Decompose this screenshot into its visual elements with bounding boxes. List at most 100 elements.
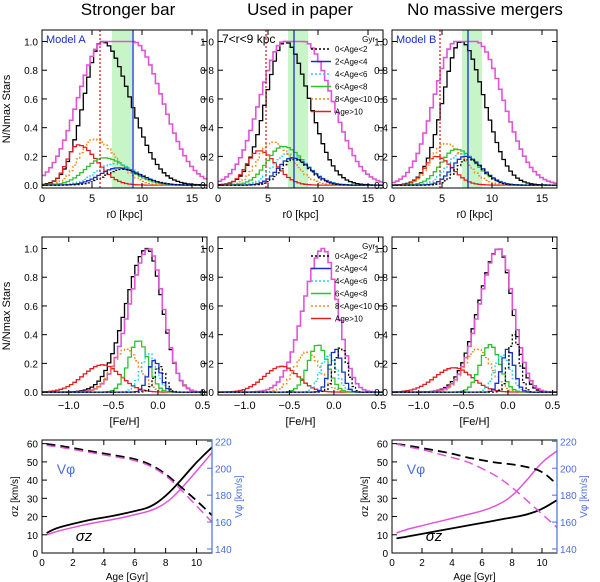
series-0-age-2 xyxy=(218,158,383,186)
x-axis-label: Age [Gyr] xyxy=(453,572,495,582)
panel-radius-model-b: 0 5 10 15 0.0 0.2 0.4 0.6 0.8 1.0 r0 [kpc] Model B xyxy=(374,29,558,221)
legend-entry-5: Age>10 xyxy=(335,315,363,324)
y-tick-label: 0 xyxy=(382,549,388,560)
y-tick-label: 0.8 xyxy=(24,66,38,77)
panel-label: 7<r<9 kpc xyxy=(222,32,275,46)
y-axis-label: N/Nmax Stars xyxy=(1,281,13,350)
y-tick-label: 0.6 xyxy=(374,302,388,313)
y-right-tick-label: 160 xyxy=(560,518,577,529)
plot-frame xyxy=(41,439,213,554)
x-tick-label: 15 xyxy=(536,193,548,205)
legend-entry-2: 4<Age<6 xyxy=(335,70,368,79)
series-comparison-model xyxy=(218,40,383,183)
x-tick-label: 10 xyxy=(486,193,498,205)
x-tick-label: 4 xyxy=(101,558,107,569)
y-tick-label: 0.0 xyxy=(200,181,214,192)
y-axis-label: N/Nmax Stars xyxy=(1,74,13,143)
plot-frame xyxy=(41,236,208,396)
x-axis-label: r0 [kpc] xyxy=(456,209,492,221)
panel-age-relations-model-b: 0 2 4 6 8 10 0 10 20 30 40 50 60 140 160 180 200 220 Age [… xyxy=(360,437,590,582)
y-tick-label: 0 xyxy=(32,549,38,560)
series--z-model xyxy=(396,499,558,540)
y-tick-label: 0.8 xyxy=(200,273,214,284)
y-tick-label: 0.6 xyxy=(24,95,38,106)
y-right-tick-label: 160 xyxy=(215,518,232,529)
x-tick-label: 8 xyxy=(509,558,515,569)
annotation-sigma: σz xyxy=(426,528,443,545)
plot-frame xyxy=(391,439,558,554)
y-tick-label: 0.0 xyxy=(24,388,38,399)
y-tick-label: 60 xyxy=(27,440,39,451)
panel-metallicity-model-a: −1.0 −0.5 0.0 0.5 0.0 0.2 0.4 0.6 0.8 1.0 [Fe/H] N/… xyxy=(1,236,210,428)
x-axis-label: r0 [kpc] xyxy=(106,209,142,221)
x-tick-label: 0.5 xyxy=(371,400,386,412)
y-tick-label: 0.4 xyxy=(200,124,214,135)
y-tick-label: 50 xyxy=(377,458,389,469)
plot-frame xyxy=(217,29,384,189)
y-tick-label: 0.8 xyxy=(200,66,214,77)
y-tick-label: 0.2 xyxy=(200,152,214,163)
column-title-stronger-bar: Stronger bar xyxy=(80,0,176,19)
x-axis-label: Age [Gyr] xyxy=(106,572,148,582)
x-tick-label: −0.5 xyxy=(278,400,300,412)
y-tick-label: 50 xyxy=(27,458,39,469)
x-tick-label: 15 xyxy=(362,193,374,205)
column-title-used-in-paper: Used in paper xyxy=(247,0,353,19)
x-tick-label: 0 xyxy=(215,193,221,205)
y-tick-label: 10 xyxy=(377,531,389,542)
x-tick-label: 0.0 xyxy=(150,400,165,412)
x-tick-label: −1.0 xyxy=(58,400,80,412)
x-tick-label: 0.5 xyxy=(545,400,560,412)
legend-entry-3: 6<Age<8 xyxy=(335,290,368,299)
y-tick-label: 20 xyxy=(27,513,39,524)
x-tick-label: 10 xyxy=(312,193,324,205)
y-tick-label: 10 xyxy=(27,531,39,542)
series-v-model xyxy=(396,443,558,486)
legend-title: Gyr xyxy=(362,35,375,44)
y-tick-label: 0.6 xyxy=(200,302,214,313)
y-tick-label: 30 xyxy=(377,494,389,505)
x-tick-label: −0.5 xyxy=(102,400,124,412)
series-2-age-4 xyxy=(218,157,383,186)
y-tick-label: 0.6 xyxy=(374,95,388,106)
selection-band xyxy=(288,30,308,188)
series-v-comparison xyxy=(396,443,558,528)
x-tick-label: 0.0 xyxy=(500,400,515,412)
x-tick-label: 5 xyxy=(439,193,445,205)
panel-metallicity-model-b: −1.0 −0.5 0.0 0.50.00.20.40.60.81.0[Fe/H] xyxy=(374,236,560,428)
legend-entry-0: 0<Age<2 xyxy=(335,252,368,261)
x-axis-label: r0 [kpc] xyxy=(282,209,318,221)
y-tick-label: 0.6 xyxy=(200,95,214,106)
y-tick-label: 0.4 xyxy=(24,331,38,342)
x-tick-label: 5 xyxy=(89,193,95,205)
y-tick-label: 0.2 xyxy=(24,359,38,370)
y-right-tick-label: 220 xyxy=(215,437,232,448)
y-right-tick-label: 200 xyxy=(560,464,577,475)
series-v-model xyxy=(46,443,213,516)
y-tick-label: 1.0 xyxy=(200,244,214,255)
annotation-sigma: σz xyxy=(76,528,93,545)
y-tick-label: 0.0 xyxy=(374,181,388,192)
series-comparison-model xyxy=(392,248,557,393)
y-tick-label: 1.0 xyxy=(24,244,38,255)
legend-entry-4: 8<Age<10 xyxy=(335,302,372,311)
x-tick-label: 6 xyxy=(132,558,138,569)
panel-age-relations-model-a: 0 2 4 6 8 10 0 10 20 30 40 50 60 140 160 180 200 220 Age [… xyxy=(10,437,245,582)
series--z-comparison xyxy=(396,450,558,534)
series--z-comparison xyxy=(46,452,213,536)
panel-radius-paper: 0 5 10 15 0.0 0.2 0.4 0.6 0.8 1.0 r0 [kpc] 7<r<9 kp… xyxy=(200,29,384,221)
x-tick-label: 8 xyxy=(163,558,169,569)
x-tick-label: 0 xyxy=(39,193,45,205)
selection-band xyxy=(462,30,482,188)
plot-frame xyxy=(41,29,208,189)
legend-entry-4: 8<Age<10 xyxy=(335,95,372,104)
y-tick-label: 1.0 xyxy=(374,244,388,255)
y-right-tick-label: 140 xyxy=(215,545,232,556)
x-tick-label: 0 xyxy=(389,558,395,569)
x-tick-label: 0.0 xyxy=(326,400,341,412)
y-right-tick-label: 180 xyxy=(560,491,577,502)
x-tick-label: −1.0 xyxy=(408,400,430,412)
series-2-age-4 xyxy=(392,348,557,393)
